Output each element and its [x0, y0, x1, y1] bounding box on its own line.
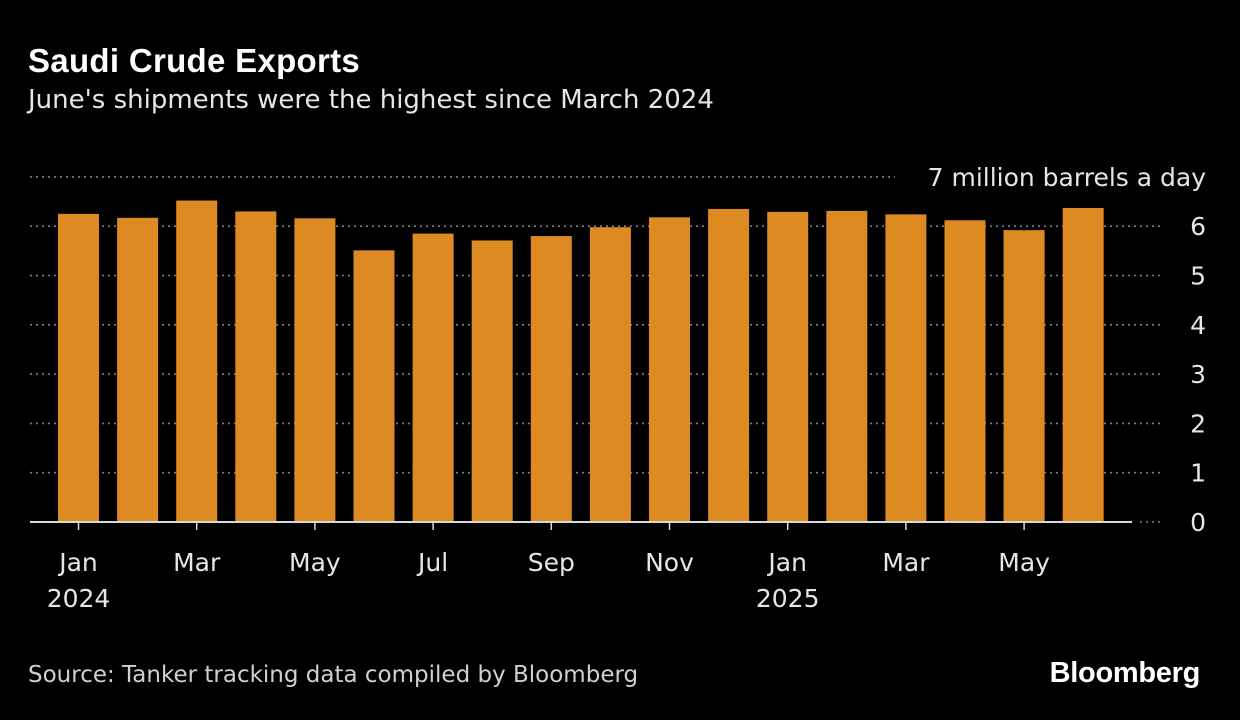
x-tick-label: Jan	[57, 548, 98, 577]
x-tick-label: Jul	[416, 548, 448, 577]
bar	[235, 211, 277, 522]
x-tick-label: Jan	[766, 548, 807, 577]
bar	[353, 250, 395, 522]
y-tick-label: 4	[1190, 311, 1206, 340]
bar	[412, 233, 454, 522]
bar	[708, 208, 750, 522]
y-tick-label: 7 million barrels a day	[928, 163, 1207, 192]
bar	[885, 214, 927, 523]
y-tick-label: 1	[1190, 459, 1206, 488]
x-tick-label: Mar	[882, 548, 930, 577]
bar	[767, 211, 809, 522]
y-tick-label: 5	[1190, 262, 1206, 291]
x-axis: Jan 2024 Mar May Jul Sep Nov Jan 2025 Mar May	[30, 521, 1132, 613]
bar	[649, 217, 690, 523]
x-tick-label: Nov	[645, 548, 694, 577]
y-tick-label: 6	[1190, 212, 1206, 241]
x-tick-label: May	[998, 548, 1050, 577]
y-tick-label: 0	[1190, 508, 1206, 537]
chart-title: Saudi Crude Exports	[28, 42, 361, 79]
bar	[471, 240, 513, 522]
bloomberg-logo: Bloomberg	[1049, 657, 1201, 689]
source-note: Source: Tanker tracking data compiled by…	[28, 662, 639, 688]
x-tick-year-label: 2025	[756, 584, 820, 613]
bar	[1003, 230, 1045, 523]
x-tick-year-label: 2024	[47, 584, 111, 613]
bar	[58, 213, 99, 522]
y-tick-label: 3	[1190, 360, 1206, 389]
bar	[826, 210, 868, 523]
y-axis: 0 1 2 3 4 5 6 7 million barrels a day	[928, 163, 1207, 537]
bar	[944, 220, 986, 522]
x-tick-label: Mar	[173, 548, 221, 577]
x-tick-label: May	[289, 548, 341, 577]
y-tick-label: 2	[1190, 409, 1206, 438]
bar	[117, 217, 159, 522]
x-tick-label: Sep	[528, 548, 575, 577]
bar	[1062, 207, 1104, 523]
bar	[589, 227, 631, 522]
bar	[294, 218, 336, 522]
bars	[58, 200, 1104, 523]
bar	[176, 200, 218, 522]
bar	[530, 236, 572, 522]
chart-subtitle: June's shipments were the highest since …	[28, 85, 714, 115]
